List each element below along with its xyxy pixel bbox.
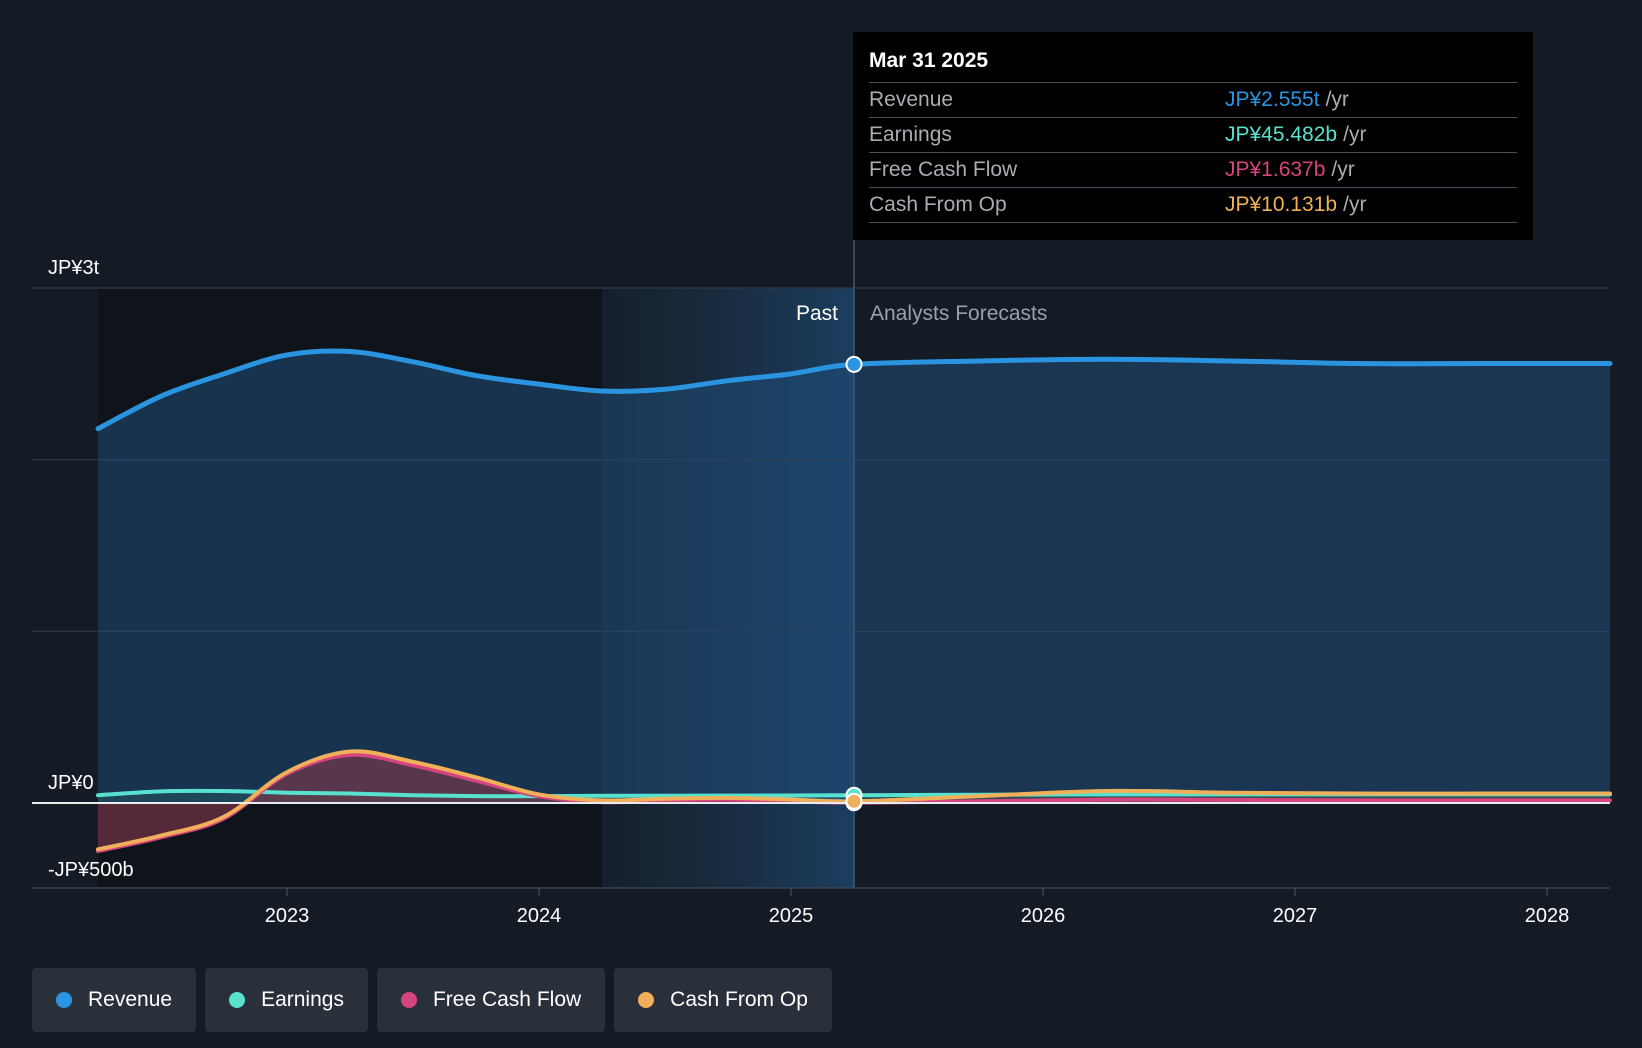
x-tick-label: 2027 [1273,905,1318,927]
legend-label: Free Cash Flow [432,988,582,1011]
legend-label: Revenue [88,988,173,1011]
tooltip-value: JP¥1.637b [1225,158,1326,181]
tooltip-unit: /yr [1343,123,1367,146]
legend-item-free-cash-flow[interactable]: Free Cash Flow [376,968,606,1032]
legend: Revenue Earnings Free Cash Flow Cash Fro… [32,968,832,1032]
x-tick-label: 2026 [1021,905,1066,927]
legend-dot-icon [56,992,72,1008]
revenue-marker [845,355,863,373]
tooltip-metric: Free Cash Flow [869,158,1018,181]
tooltip-unit: /yr [1331,158,1355,181]
revenue-line [95,348,1613,432]
y-axis-labels: JP¥3t JP¥0 -JP¥500b [48,257,134,881]
x-tick-label: 2023 [265,905,310,927]
x-tick-label: 2024 [517,905,562,927]
legend-label: Cash From Op [670,988,808,1011]
forecast-label: Analysts Forecasts [870,302,1047,325]
tooltip-unit: /yr [1325,88,1349,111]
legend-item-revenue[interactable]: Revenue [32,968,197,1032]
cash-from-op-line [96,749,1612,852]
x-axis-labels: 2023 2024 2025 2026 2027 2028 [265,888,1570,927]
tooltip: Mar 31 2025 Revenue JP¥2.555t /yr Earnin… [853,32,1533,240]
tooltip-value: JP¥2.555t [1225,88,1320,111]
legend-item-earnings[interactable]: Earnings [205,968,368,1032]
series-lines [95,348,1613,854]
tooltip-value: JP¥10.131b [1225,193,1338,216]
tooltip-row-revenue: Revenue JP¥2.555t /yr [869,82,1517,117]
legend-dot-icon [229,992,246,1008]
tooltip-metric: Revenue [869,88,954,111]
tooltip-metric: Cash From Op [869,193,1007,216]
past-label: Past [796,302,838,325]
tooltip-row-free-cash-flow: Free Cash Flow JP¥1.637b /yr [869,152,1517,187]
y-tick-label: JP¥0 [48,772,94,794]
legend-label: Earnings [261,988,344,1011]
tooltip-date: Mar 31 2025 [869,49,989,72]
y-tick-label: -JP¥500b [48,859,134,881]
tooltip-unit: /yr [1343,193,1367,216]
y-tick-label: JP¥3t [48,257,100,279]
x-tick-label: 2025 [769,905,814,927]
legend-dot-icon [638,992,655,1008]
tooltip-metric: Earnings [869,123,952,146]
legend-item-cash-from-op[interactable]: Cash From Op [614,968,832,1032]
cash-from-op-marker [845,792,863,810]
x-tick-label: 2028 [1525,905,1570,927]
tooltip-row-earnings: Earnings JP¥45.482b /yr [869,117,1517,152]
hover-markers [845,355,863,812]
legend-dot-icon [400,992,417,1008]
tooltip-value: JP¥45.482b [1225,123,1338,146]
tooltip-row-cash-from-op: Cash From Op JP¥10.131b /yr [869,187,1517,223]
